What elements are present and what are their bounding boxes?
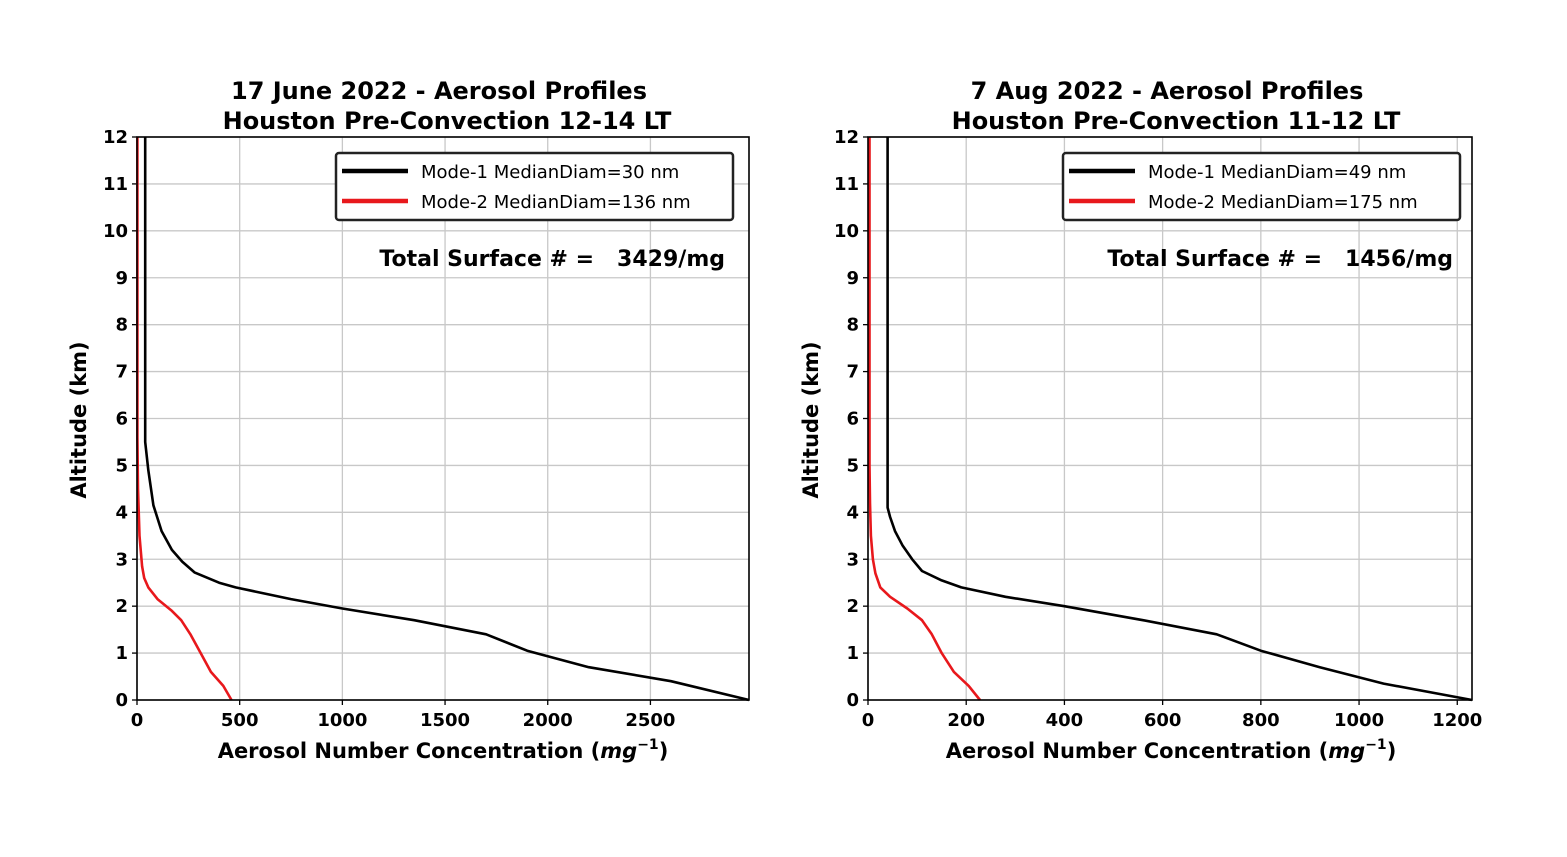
y-tick-label: 8 [115,315,128,336]
y-tick-label: 11 [103,174,128,195]
y-tick-label: 11 [834,174,859,195]
legend-label-mode-1: Mode-1 MedianDiam=30 nm [421,162,679,183]
x-tick-label: 0 [862,710,875,731]
x-axis-label: Aerosol Number Concentration (mg−1) [218,737,669,763]
total-surface-annotation: Total Surface # = 3429/mg [379,247,725,272]
legend-label-mode-2: Mode-2 MedianDiam=136 nm [421,192,691,213]
series-line-mode-1 [143,137,750,702]
x-tick-label: 800 [1242,710,1280,731]
y-tick-label: 7 [115,362,128,383]
chart-title: 7 Aug 2022 - Aerosol Profiles [971,77,1364,105]
profile-chart-left: 17 June 2022 - Aerosol Profiles Houston … [67,77,750,763]
x-tick-label: 400 [1046,710,1084,731]
y-tick-label: 8 [846,315,859,336]
y-tick-label: 2 [115,596,128,617]
y-tick-label: 3 [846,549,859,570]
y-tick-label: 6 [846,409,859,430]
y-tick-label: 3 [115,549,128,570]
series-line-mode-1 [886,137,1473,702]
plot-frame [136,136,750,701]
x-tick-label: 0 [131,710,144,731]
total-surface-annotation: Total Surface # = 1456/mg [1107,247,1453,272]
y-tick-label: 5 [115,455,128,476]
series-line-mode-2 [136,137,233,701]
x-tick-label: 1200 [1432,710,1482,731]
y-axis-label: Altitude (km) [67,341,91,498]
chart-panel-right: 7 Aug 2022 - Aerosol Profiles Houston Pr… [780,0,1567,853]
legend: Mode-1 MedianDiam=49 nm Mode-2 MedianDia… [1061,151,1462,222]
x-tick-label: 1000 [1334,710,1384,731]
legend: Mode-1 MedianDiam=30 nm Mode-2 MedianDia… [334,151,735,222]
profile-chart-right: 7 Aug 2022 - Aerosol Profiles Houston Pr… [799,77,1482,763]
x-tick-label: 500 [221,710,259,731]
y-tick-label: 10 [103,221,128,242]
x-tick-label: 1500 [420,710,470,731]
chart-subtitle: Houston Pre-Convection 12-14 LT [223,107,672,135]
x-axis-label: Aerosol Number Concentration (mg−1) [946,737,1397,763]
y-axis-label: Altitude (km) [799,341,823,498]
y-tick-label: 4 [115,502,128,523]
y-tick-label: 10 [834,221,859,242]
y-tick-label: 12 [834,127,859,148]
x-tick-label: 2500 [625,710,675,731]
y-tick-label: 12 [103,127,128,148]
y-tick-label: 5 [846,455,859,476]
plot-frame [867,136,1473,701]
chart-title: 17 June 2022 - Aerosol Profiles [231,77,647,105]
y-tick-label: 9 [115,268,128,289]
y-tick-label: 0 [846,690,859,711]
y-tick-label: 9 [846,268,859,289]
legend-box [334,151,735,222]
y-tick-label: 1 [846,643,859,664]
x-tick-label: 2000 [523,710,573,731]
y-tick-label: 1 [115,643,128,664]
series-line-mode-2 [868,137,982,701]
x-tick-label: 600 [1144,710,1182,731]
legend-label-mode-1: Mode-1 MedianDiam=49 nm [1148,162,1406,183]
x-tick-label: 1000 [317,710,367,731]
y-tick-label: 6 [115,409,128,430]
y-tick-label: 0 [115,690,128,711]
y-tick-label: 4 [846,502,859,523]
chart-panel-left: 17 June 2022 - Aerosol Profiles Houston … [0,0,780,853]
legend-box [1061,151,1462,222]
chart-subtitle: Houston Pre-Convection 11-12 LT [952,107,1401,135]
x-tick-label: 200 [947,710,985,731]
legend-label-mode-2: Mode-2 MedianDiam=175 nm [1148,192,1418,213]
y-tick-label: 7 [846,362,859,383]
y-tick-label: 2 [846,596,859,617]
